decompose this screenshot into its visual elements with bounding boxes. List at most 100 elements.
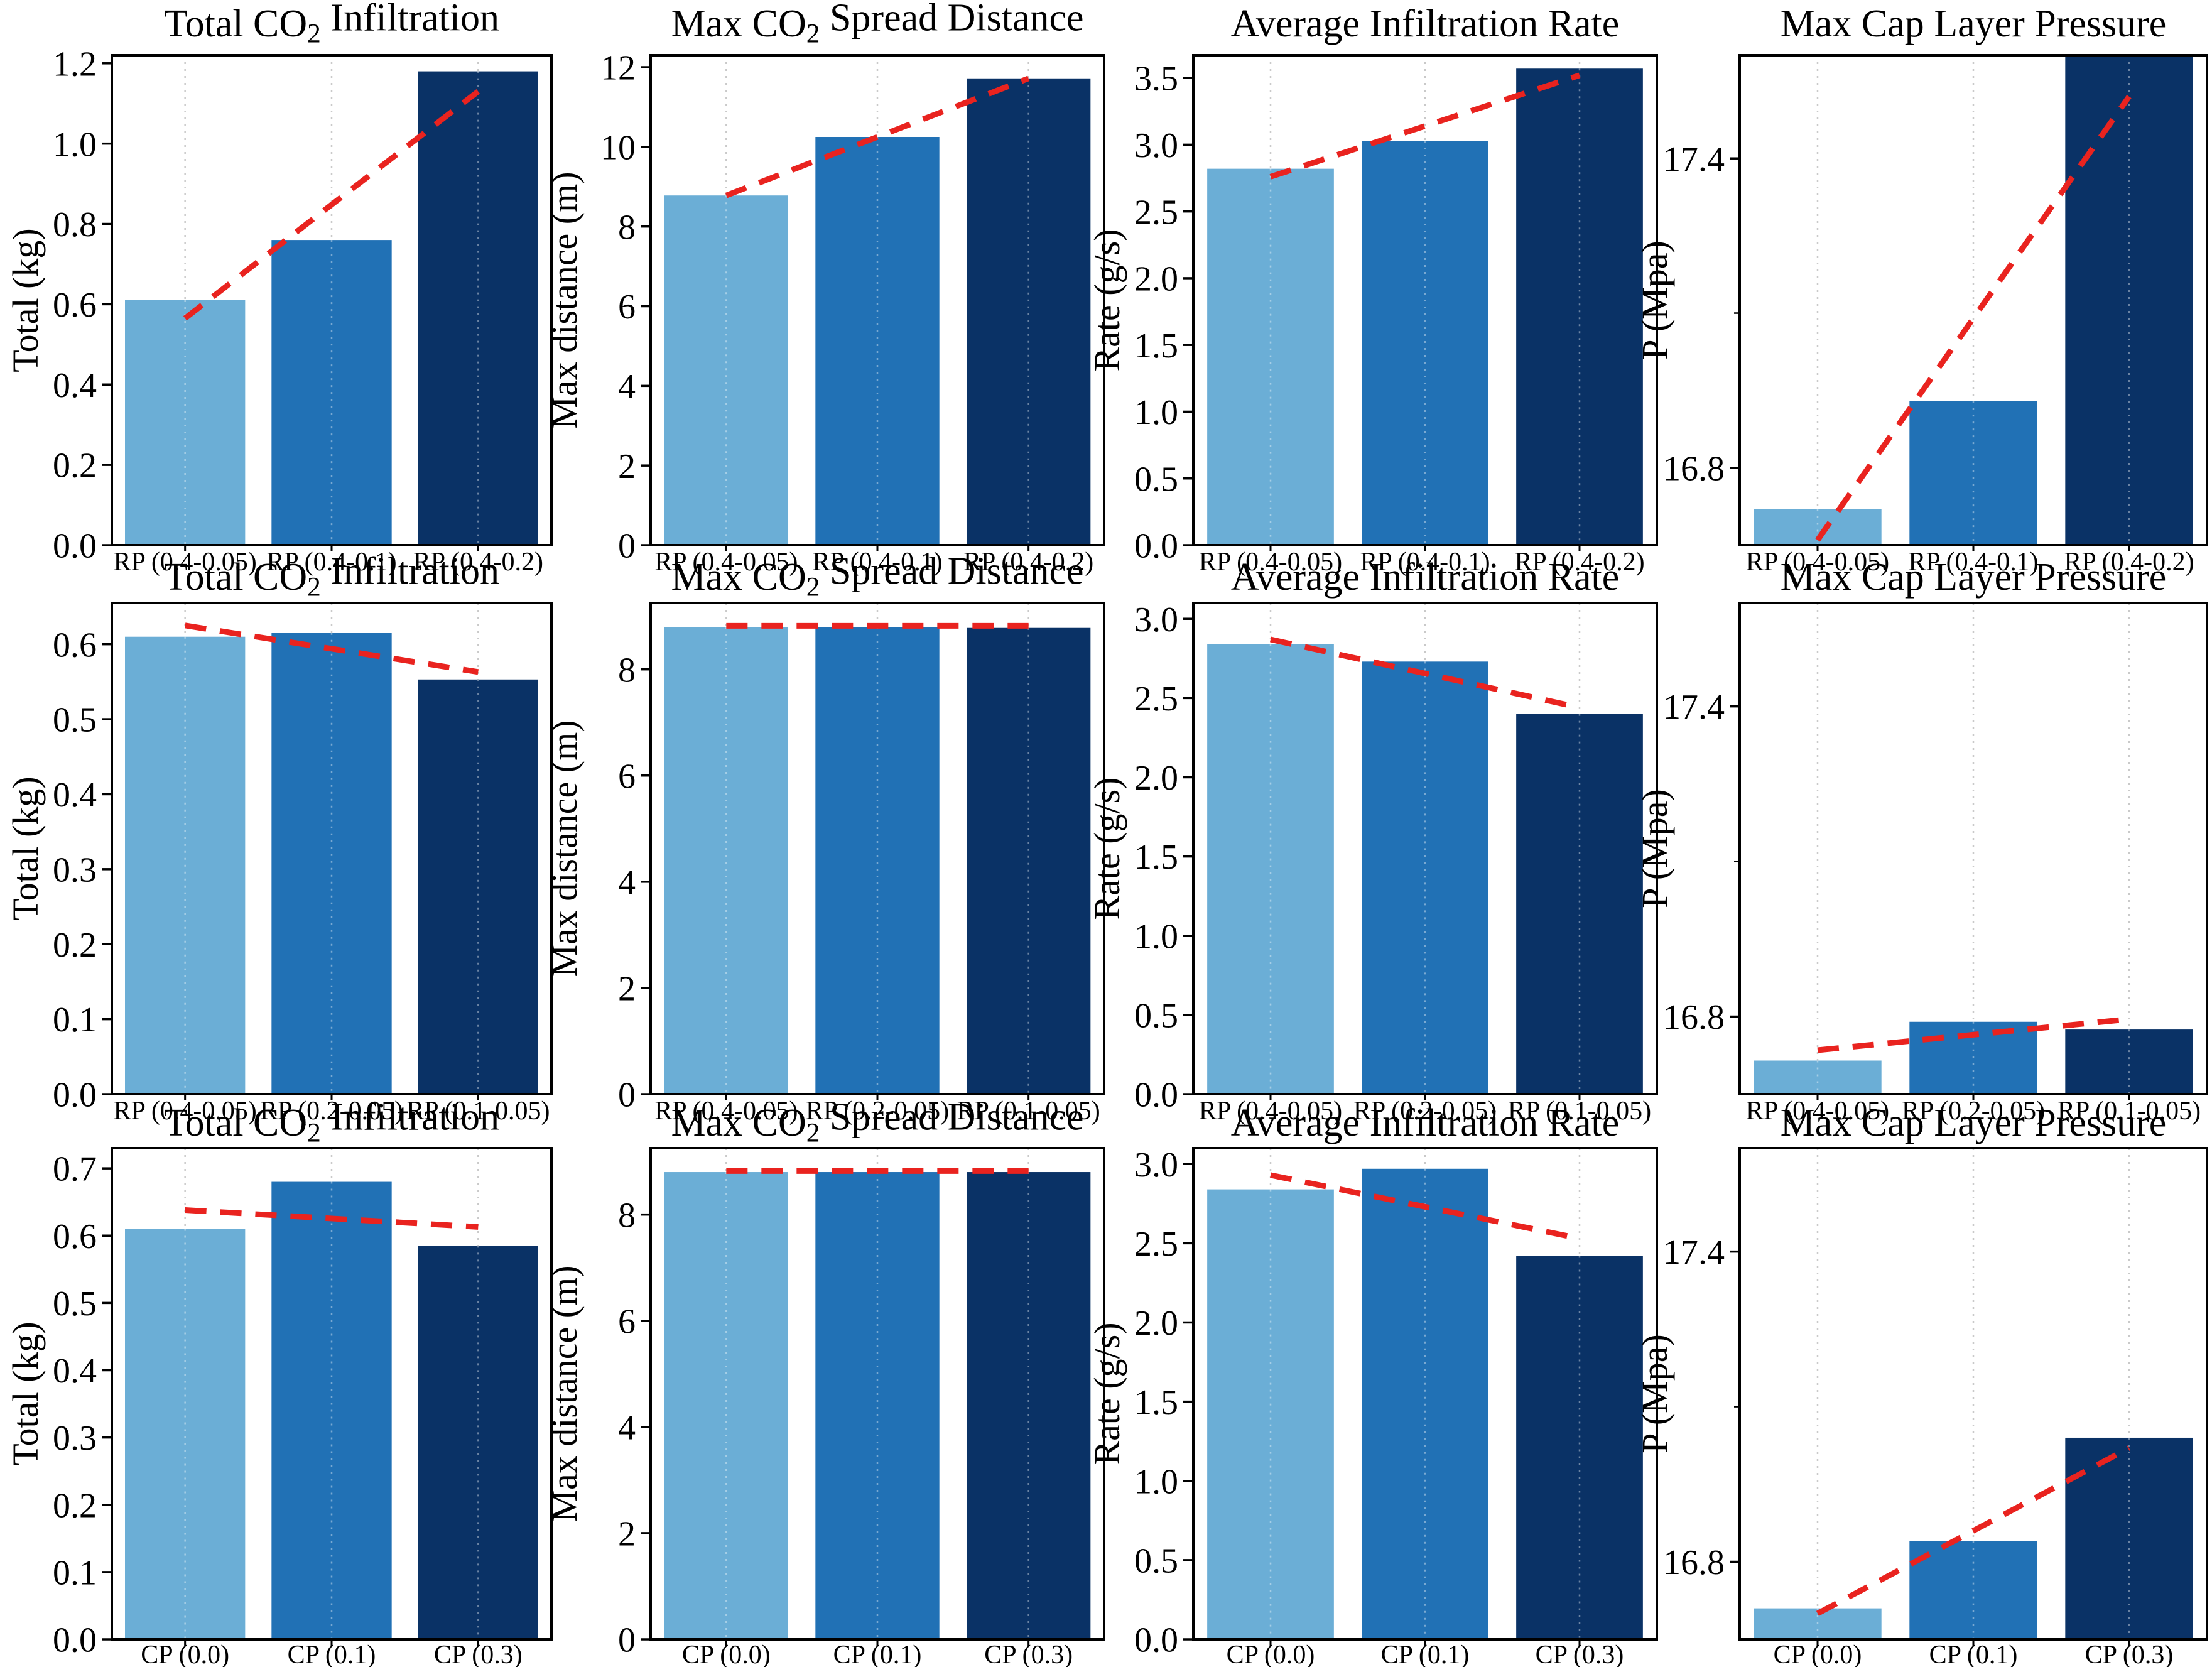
y-tick-label: 1.0 <box>1134 1462 1178 1501</box>
y-tick-label: 1.0 <box>1134 393 1178 432</box>
y-tick-label: 0.5 <box>53 1284 97 1323</box>
y-tick-label: 0.6 <box>53 286 97 325</box>
x-tick-label: CP (0.3) <box>984 1641 1073 1667</box>
x-tick-label: CP (0.0) <box>1774 1641 1862 1667</box>
bar <box>271 1181 392 1639</box>
y-tick-label: 6 <box>618 288 636 327</box>
x-tick-label: RP (0.4-0.2) <box>963 548 1093 577</box>
chart-panel-r1-max-co2-spread-distance: 0 2 4 6 8 10 12 RP (0.4-0.05) RP (0.4-0.1) RP (0.… <box>544 0 1105 577</box>
chart-title: Max CO2 Spread Distance <box>671 1095 1083 1148</box>
bar <box>1207 1189 1334 1639</box>
x-tick-label: CP (0.3) <box>434 1641 523 1667</box>
chart-panel-r2-average-infiltration-rate: 0.0 0.5 1.0 1.5 2.0 2.5 3.0 RP (0.4-0.05) RP (0.… <box>1087 556 1658 1126</box>
chart-title: Average Infiltration Rate <box>1231 1102 1620 1144</box>
y-axis-label: P (Mpa) <box>1634 241 1675 360</box>
bar <box>271 633 392 1094</box>
x-tick-label: RP (0.1-0.05) <box>406 1097 550 1126</box>
chart-svg: 0.0 0.1 0.2 0.3 0.4 0.5 0.6 0.7 CP (0.0) CP (0.1)… <box>5 1095 553 1667</box>
x-tick-label: RP (0.4-0.1) <box>812 548 942 577</box>
y-tick-label: 0.5 <box>53 701 97 740</box>
y-tick-label: 0.0 <box>1134 1621 1178 1660</box>
y-tick-label: 2.0 <box>1134 260 1178 299</box>
chart-svg: 0 2 4 6 8 10 12 RP (0.4-0.05) RP (0.4-0.1) RP (0.… <box>544 0 1105 577</box>
x-tick-label: RP (0.1-0.05) <box>2057 1097 2201 1126</box>
chart-title: Average Infiltration Rate <box>1231 556 1620 599</box>
y-tick-label: 0.5 <box>1134 1541 1178 1580</box>
x-tick-label: RP (0.4-0.1) <box>266 548 396 577</box>
x-tick-label: CP (0.1) <box>288 1641 376 1667</box>
x-tick-label: RP (0.4-0.1) <box>1908 548 2038 577</box>
y-axis-label: Rate (g/s) <box>1087 1322 1127 1465</box>
y-tick-label: 0.6 <box>53 1217 97 1256</box>
y-tick-label: 4 <box>618 863 636 902</box>
x-tick-label: RP (0.2-0.05) <box>806 1097 949 1126</box>
trend-line <box>1817 1016 2130 1053</box>
bar <box>2065 1437 2193 1639</box>
y-axis-label: Total (kg) <box>5 776 46 920</box>
x-tick-label: RP (0.4-0.1) <box>1360 548 1490 577</box>
y-tick-label: 0.2 <box>53 1486 97 1525</box>
y-tick-label: 1.5 <box>1134 1383 1178 1422</box>
x-tick-label: RP (0.4-0.05) <box>1199 1097 1342 1126</box>
chart-title: Max Cap Layer Pressure <box>1781 1102 2167 1144</box>
chart-panel-r1-max-cap-layer-pressure: 16.8 17.4 RP (0.4-0.05) RP (0.4-0.1) RP (0.4… <box>1634 0 2212 577</box>
x-tick-label: RP (0.4-0.2) <box>2064 548 2194 577</box>
x-tick-label: RP (0.2-0.05) <box>1902 1097 2045 1126</box>
y-tick-label: 6 <box>618 757 636 796</box>
y-tick-label: 0.1 <box>53 1001 97 1040</box>
bar <box>815 1172 940 1639</box>
y-axis-label: P (Mpa) <box>1634 1334 1675 1453</box>
y-tick-label: 3.0 <box>1134 600 1178 639</box>
chart-panel-r3-total-co2-infiltration: 0.0 0.1 0.2 0.3 0.4 0.5 0.6 0.7 CP (0.0) CP (0.1)… <box>0 1095 553 1667</box>
chart-title: Max Cap Layer Pressure <box>1781 556 2167 599</box>
x-tick-label: RP (0.4-0.05) <box>114 1097 257 1126</box>
y-tick-label: 0.3 <box>53 850 97 889</box>
chart-panel-r2-max-cap-layer-pressure: 16.8 17.4 RP (0.4-0.05) RP (0.2-0.05) RP (0.… <box>1634 556 2212 1126</box>
y-tick-label: 0 <box>618 527 636 566</box>
bar <box>418 1246 538 1639</box>
chart-svg: 0.0 0.2 0.4 0.6 0.8 1.0 1.2 RP (0.4-0.05) RP (0.… <box>5 0 553 577</box>
y-tick-label: 0 <box>618 1076 636 1115</box>
chart-title: Total CO2 Infiltration <box>164 1095 499 1148</box>
bar <box>1909 1541 2037 1639</box>
bar <box>664 195 789 546</box>
chart-title: Total CO2 Infiltration <box>164 550 499 602</box>
x-tick-label: CP (0.3) <box>1536 1641 1624 1667</box>
chart-title: Total CO2 Infiltration <box>164 0 499 49</box>
y-tick-label: 0.7 <box>53 1150 97 1189</box>
y-tick-label: 0.0 <box>53 527 97 566</box>
y-tick-label: 2.5 <box>1134 1225 1178 1264</box>
bar <box>418 71 538 545</box>
y-axis-label: Max distance (m) <box>544 171 585 428</box>
trend-line <box>1815 95 2132 542</box>
y-tick-label: 2.0 <box>1134 1304 1178 1343</box>
bar <box>125 1229 246 1639</box>
bar <box>1754 1608 1882 1639</box>
y-tick-label: 0.5 <box>1134 460 1178 499</box>
bar <box>966 627 1091 1094</box>
trend-line <box>183 89 480 321</box>
y-tick-label: 16.8 <box>1663 449 1725 488</box>
x-tick-label: RP (0.4-0.05) <box>654 1097 798 1126</box>
bar <box>1516 714 1643 1094</box>
y-tick-label: 1.5 <box>1134 327 1178 366</box>
trend-line <box>725 75 1030 198</box>
y-tick-label: 0.4 <box>53 366 97 405</box>
y-tick-label: 6 <box>618 1302 636 1341</box>
x-tick-label: RP (0.4-0.2) <box>413 548 543 577</box>
x-tick-label: CP (0.0) <box>1227 1641 1315 1667</box>
chart-svg: 16.8 17.4 CP (0.0) CP (0.1) CP (0.3) Max Cap … <box>1634 1102 2208 1667</box>
bar <box>125 636 246 1094</box>
y-tick-label: 0.2 <box>53 926 97 965</box>
bar <box>1909 401 2037 545</box>
y-tick-label: 1.5 <box>1134 838 1178 877</box>
y-tick-label: 8 <box>618 208 636 247</box>
bar <box>418 679 538 1094</box>
bar <box>1207 168 1334 546</box>
y-tick-label: 2 <box>618 447 636 486</box>
bar <box>815 627 940 1094</box>
bar <box>2065 55 2193 545</box>
x-tick-label: CP (0.1) <box>833 1641 922 1667</box>
bar <box>966 1172 1091 1639</box>
